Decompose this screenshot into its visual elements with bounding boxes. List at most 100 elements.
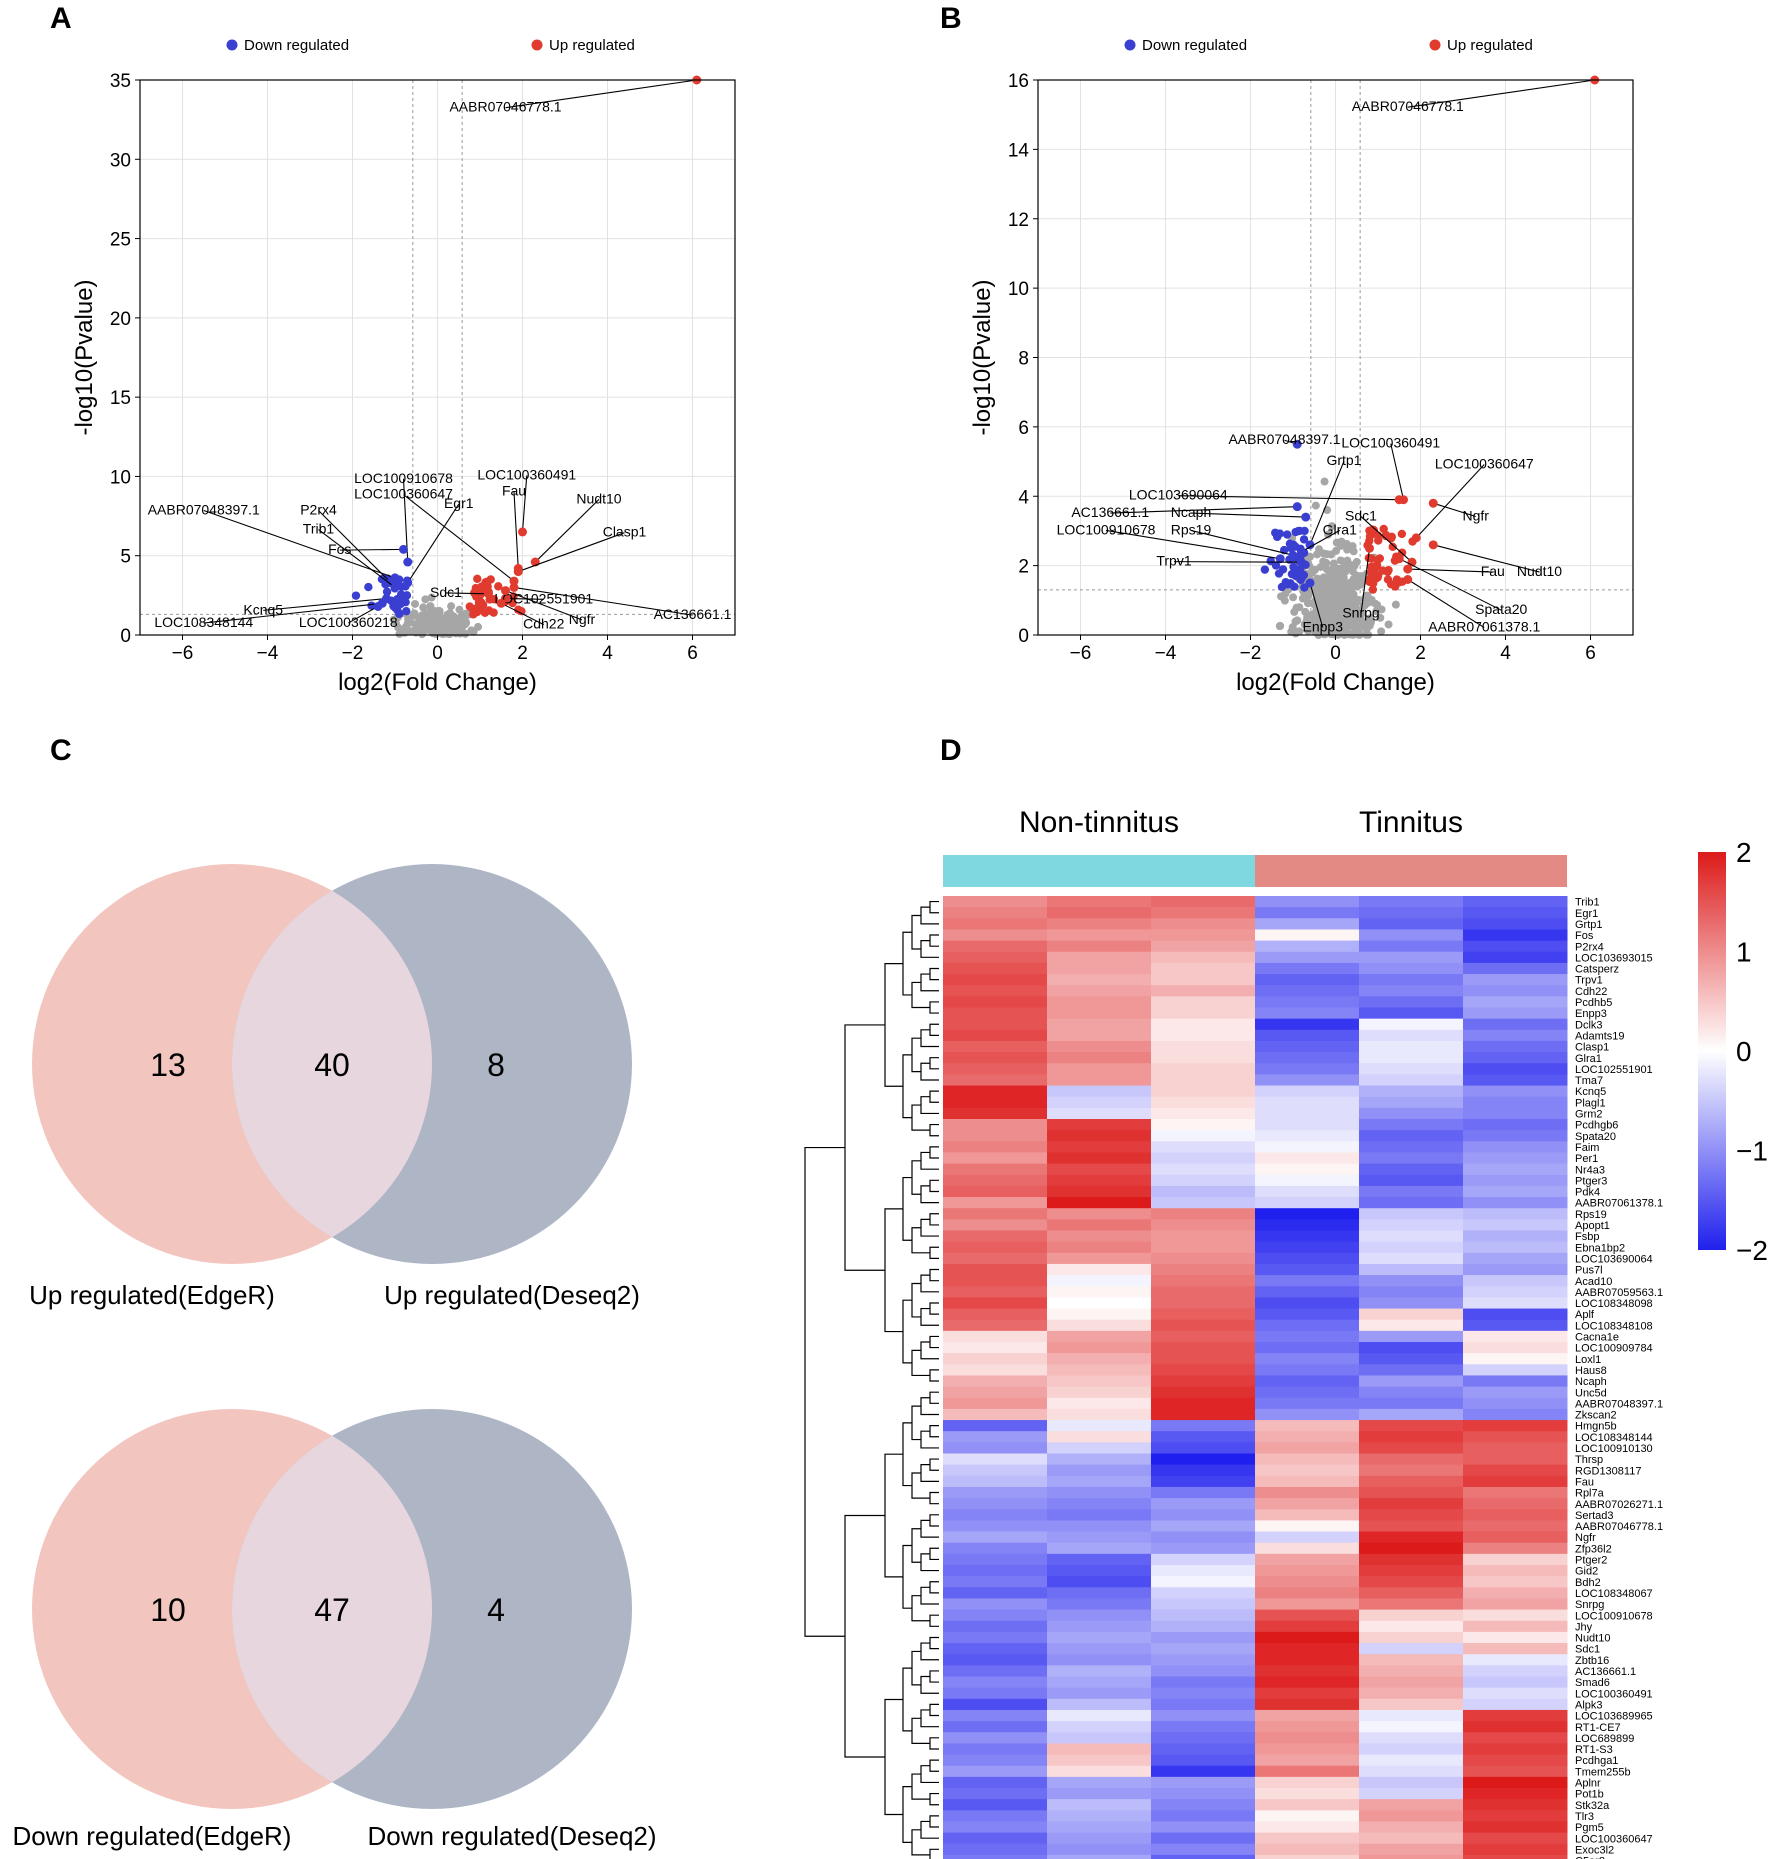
heatmap-cell [1047, 1709, 1152, 1722]
row-label: Gid2 [1575, 1566, 1598, 1578]
legend: Down regulated Up regulated [1124, 37, 1533, 54]
heatmap-cell [1255, 1587, 1360, 1599]
heatmap-cell [1359, 1197, 1464, 1209]
heatmap-cell [1151, 1542, 1256, 1555]
heatmap-cell [1047, 1052, 1152, 1064]
heatmap-cell [943, 1776, 1048, 1789]
dendrogram-branch [911, 1528, 921, 1563]
row-label: LOC689899 [1575, 1733, 1634, 1745]
dendrogram-branch [929, 1491, 939, 1505]
dendrogram-branch [929, 1815, 939, 1828]
gene-label: Fau [502, 482, 526, 498]
gene-label: LOC100360491 [1341, 435, 1440, 451]
dendrogram-branch [902, 1299, 912, 1364]
heatmap-cell [1047, 1107, 1152, 1120]
heatmap-cell [1463, 1052, 1568, 1064]
heatmap-cell [1151, 1553, 1256, 1566]
heatmap-cell [1255, 1475, 1360, 1488]
dendrogram-branch [929, 1848, 939, 1859]
heatmap-cell [1047, 1174, 1152, 1187]
heatmap-cell [1151, 1698, 1256, 1711]
heatmap-cell [943, 1788, 1048, 1800]
heatmap-cell [943, 1420, 1048, 1432]
row-label: Aplf [1575, 1309, 1595, 1321]
heatmap-cell [943, 1643, 1048, 1655]
heatmap-cell [1151, 1609, 1256, 1622]
down-point [1271, 561, 1281, 570]
heatmap-cell [943, 1799, 1048, 1811]
heatmap-cell [1255, 1709, 1360, 1722]
heatmap-cell [1047, 1197, 1152, 1209]
gene-label: AC136661.1 [1071, 504, 1149, 520]
heatmap-cell [1151, 1342, 1256, 1354]
labeled-point [403, 578, 413, 588]
row-label: Pot1b [1575, 1789, 1604, 1801]
heatmap-cell [1255, 1687, 1360, 1700]
row-label: Ncaph [1575, 1376, 1607, 1388]
heatmap-cell [943, 1241, 1048, 1254]
ns-point [1342, 539, 1351, 548]
heatmap-cell [943, 1408, 1048, 1421]
heatmap-cell [1047, 1219, 1152, 1231]
heatmap-cell [1359, 1342, 1464, 1354]
labeled-point [484, 589, 493, 599]
row-label: Spata20 [1575, 1131, 1616, 1143]
heatmap-cell [1255, 1620, 1360, 1633]
panel-label-b: B [940, 2, 962, 35]
row-label: Trpv1 [1575, 975, 1603, 987]
heatmap-cell [1047, 907, 1152, 919]
dendrogram-branch [929, 1001, 939, 1014]
heatmap-cell [1047, 1643, 1152, 1655]
heatmap-cell [1151, 1509, 1256, 1521]
ns-point [1289, 593, 1298, 602]
row-label: RT1-CE7 [1575, 1722, 1621, 1734]
venn-diagram-up: 13 40 8 Up regulated(EdgeR) Up regulated(Des… [29, 864, 640, 1310]
venn-diagram-down: 10 47 4 Down regulated(EdgeR) Down regulated… [13, 1409, 657, 1851]
heatmap-cell [943, 1620, 1048, 1633]
heatmap-cell [1151, 996, 1256, 1008]
gene-label: Fos [328, 541, 351, 557]
heatmap-cell [1047, 1029, 1152, 1042]
heatmap-cell [1047, 1821, 1152, 1834]
y-tick-label: 35 [110, 71, 131, 92]
heatmap-cell [1047, 1141, 1152, 1153]
label-connector [521, 475, 528, 532]
ns-point [426, 602, 435, 611]
heatmap-cell [1151, 1843, 1256, 1856]
heatmap-cell [1151, 1040, 1256, 1053]
heatmap-cell [1463, 1107, 1568, 1120]
heatmap-cell [1047, 1386, 1152, 1399]
labeled-point [1428, 540, 1438, 550]
heatmap-cell [1047, 1531, 1152, 1544]
dendrogram-branch [929, 1792, 939, 1806]
heatmap-cell [1463, 1330, 1568, 1343]
row-label: LOC108348098 [1575, 1298, 1653, 1310]
labeled-point [496, 598, 506, 608]
heatmap-cell [1255, 1799, 1360, 1811]
row-label: Hmgn5b [1575, 1421, 1617, 1433]
heatmap-cell [1463, 962, 1568, 975]
labeled-point [501, 586, 510, 596]
heatmap-cell [943, 1252, 1048, 1265]
label-connector [505, 597, 544, 600]
heatmap-cell [943, 1219, 1048, 1231]
heatmap-cell [1047, 996, 1152, 1008]
heatmap-cell [1359, 1732, 1464, 1744]
up-point [1368, 585, 1378, 594]
heatmap-cell [1151, 1029, 1256, 1042]
row-label: Tmem255b [1575, 1766, 1631, 1778]
row-label: Catsperz [1575, 964, 1619, 976]
heatmap-cell [1463, 1353, 1568, 1365]
heatmap-cell [1151, 1598, 1256, 1611]
ns-point [1376, 613, 1385, 622]
row-label: AABR07061378.1 [1575, 1198, 1663, 1210]
labeled-point [390, 582, 400, 592]
heatmap-cell [1359, 1498, 1464, 1510]
heatmap-cell [1463, 907, 1568, 919]
heatmap-cell [943, 1721, 1048, 1733]
heatmap-cell [1255, 1542, 1360, 1555]
labeled-point [1428, 498, 1438, 508]
heatmap-cell [1463, 1141, 1568, 1153]
ns-point [1391, 600, 1400, 609]
heatmap-cell [1359, 1052, 1464, 1064]
